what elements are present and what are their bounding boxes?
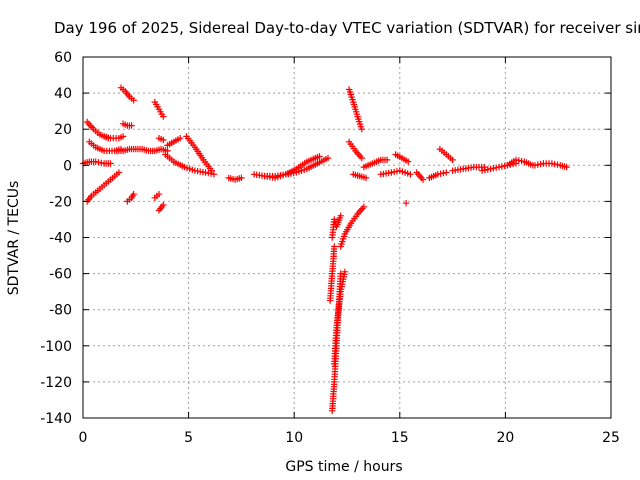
y-tick-label: 20 <box>54 122 72 138</box>
series-arc-22 <box>331 268 349 368</box>
data-point <box>130 191 137 198</box>
data-point <box>210 171 218 178</box>
series-arc-08 <box>113 145 139 155</box>
series-arc-29 <box>360 156 391 171</box>
series-arc-27 <box>345 138 365 162</box>
data-point <box>405 158 412 165</box>
data-point <box>563 163 570 171</box>
series-arc-14 <box>155 135 167 144</box>
y-tick-label: -140 <box>40 411 72 427</box>
series-arc-30 <box>377 167 414 178</box>
series-arc-15 <box>164 135 184 149</box>
data-point <box>407 171 414 178</box>
series-arc-09 <box>124 191 137 205</box>
y-tick-label: 60 <box>54 50 72 66</box>
data-point <box>160 136 167 144</box>
x-tick-label: 15 <box>391 430 409 446</box>
y-tick-label: 40 <box>54 86 72 102</box>
series-arc-05 <box>100 133 127 142</box>
data-points <box>79 84 570 414</box>
data-point <box>419 176 427 183</box>
series-arc-02 <box>84 169 123 205</box>
series-arc-17 <box>183 133 215 174</box>
series-arc-31 <box>392 151 412 165</box>
series-arc-28 <box>350 171 370 182</box>
series-arc-16 <box>162 151 218 178</box>
data-point <box>164 147 171 155</box>
data-point <box>177 135 184 142</box>
data-point <box>337 212 344 219</box>
data-point <box>316 153 323 160</box>
data-point <box>128 122 135 129</box>
y-tick-label: -40 <box>49 231 72 247</box>
data-point <box>358 126 365 133</box>
y-tick-label: -100 <box>40 339 72 355</box>
series-arc-11 <box>151 98 167 120</box>
series-arc-10 <box>134 145 171 155</box>
series-arc-25 <box>345 86 365 133</box>
data-point <box>238 174 245 182</box>
series-arc-07 <box>119 120 135 129</box>
data-point <box>324 154 332 162</box>
data-point <box>449 156 456 164</box>
data-point <box>337 270 344 277</box>
x-axis-label: GPS time / hours <box>285 459 402 475</box>
data-point <box>383 156 391 164</box>
x-tick-label: 25 <box>602 430 620 446</box>
series-arc-32 <box>402 200 410 207</box>
x-tick-label: 20 <box>496 430 514 446</box>
y-axis-label: SDTVAR / TECUs <box>6 181 22 296</box>
data-point <box>115 169 123 176</box>
data-point <box>358 154 365 162</box>
y-tick-label: -80 <box>49 303 72 319</box>
y-tick-label: -20 <box>49 194 72 210</box>
x-tick-label: 0 <box>79 430 88 446</box>
data-point <box>331 243 338 250</box>
y-tick-label: 0 <box>63 158 72 174</box>
x-tick-label: 10 <box>285 430 303 446</box>
series-arc-18 <box>225 174 245 183</box>
y-tick-label: -60 <box>49 267 72 283</box>
data-point <box>341 268 349 275</box>
series-arc-38 <box>504 156 537 169</box>
data-point <box>119 133 127 140</box>
grid-lines <box>83 57 611 418</box>
data-point <box>362 174 370 182</box>
series-arc-35 <box>436 145 456 164</box>
data-point <box>160 201 167 209</box>
series-arc-01 <box>79 158 114 167</box>
y-tick-label: -120 <box>40 375 72 391</box>
plot-frame <box>82 56 612 419</box>
data-point <box>208 167 215 174</box>
x-tick-label: 5 <box>184 430 193 446</box>
data-point <box>160 113 167 120</box>
data-point <box>360 203 368 210</box>
data-point <box>443 169 450 176</box>
series-arc-13 <box>155 201 167 214</box>
series-arc-34 <box>426 169 450 182</box>
data-point <box>481 163 488 171</box>
chart-title: Day 196 of 2025, Sidereal Day-to-day VTE… <box>54 19 640 37</box>
series-arc-33 <box>413 169 427 183</box>
series-arc-12 <box>151 191 163 201</box>
data-point <box>130 97 137 104</box>
series-arc-24 <box>329 212 344 241</box>
series-arc-26 <box>337 203 368 250</box>
data-point <box>155 191 163 198</box>
series-arc-23 <box>326 243 338 304</box>
data-point <box>107 160 114 167</box>
series-arc-20 <box>261 153 323 182</box>
axes: 0 5 10 15 20 25 -140 -120 -100 -80 -60 -40 -20 0 20 40 6… <box>40 50 620 446</box>
data-point <box>402 200 410 207</box>
series-arc-06 <box>117 84 137 104</box>
series-arc-39 <box>531 160 570 171</box>
